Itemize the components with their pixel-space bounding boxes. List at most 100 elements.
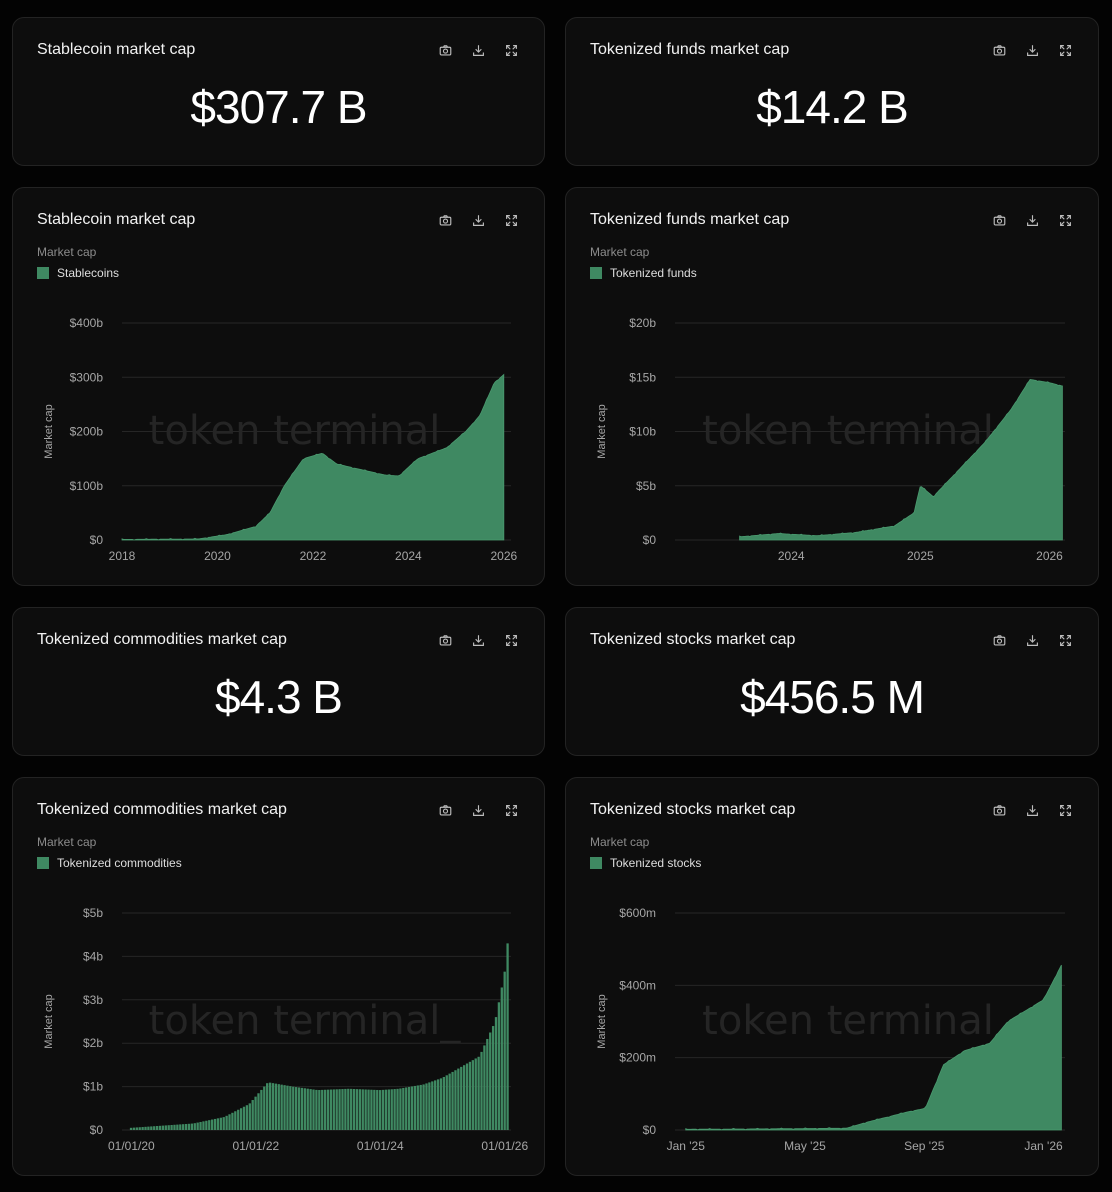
bar[interactable] [384,1089,388,1130]
bar[interactable] [373,1089,376,1130]
bar[interactable] [326,1089,330,1130]
bar[interactable] [347,1088,350,1130]
bar[interactable] [216,1118,220,1130]
bar[interactable] [503,971,506,1130]
bar[interactable] [245,1105,249,1130]
bar[interactable] [254,1096,257,1130]
bar[interactable] [306,1088,309,1130]
bar[interactable] [283,1085,286,1130]
bar[interactable] [161,1125,165,1130]
camera-icon[interactable] [991,632,1008,649]
bar[interactable] [335,1089,338,1130]
bar[interactable] [193,1123,196,1130]
bar[interactable] [370,1089,373,1130]
bar[interactable] [225,1115,228,1130]
bar[interactable] [428,1082,431,1130]
bar[interactable] [219,1117,222,1130]
expand-icon[interactable] [1057,42,1074,59]
bar[interactable] [465,1063,469,1130]
bar[interactable] [190,1123,194,1130]
bar[interactable] [294,1087,298,1130]
download-icon[interactable] [1024,802,1041,819]
bar[interactable] [170,1125,173,1130]
bar[interactable] [477,1056,480,1130]
bar[interactable] [315,1089,318,1130]
legend-item[interactable]: Stablecoins [37,266,119,280]
series-area[interactable] [685,964,1062,1131]
bar[interactable] [153,1126,156,1130]
bar[interactable] [309,1089,312,1130]
bar[interactable] [407,1086,411,1130]
bar[interactable] [222,1117,225,1130]
bar[interactable] [248,1103,251,1130]
bar[interactable] [454,1070,457,1130]
bar[interactable] [376,1089,379,1130]
camera-icon[interactable] [991,212,1008,229]
bar[interactable] [462,1065,466,1130]
bar[interactable] [179,1124,182,1130]
legend-item[interactable]: Tokenized funds [590,266,697,280]
bar[interactable] [263,1086,266,1130]
bar[interactable] [355,1089,359,1130]
expand-icon[interactable] [503,802,520,819]
bar[interactable] [213,1118,217,1130]
expand-icon[interactable] [503,632,520,649]
camera-icon[interactable] [437,42,454,59]
expand-icon[interactable] [503,212,520,229]
bar[interactable] [352,1088,356,1130]
bar[interactable] [489,1032,492,1130]
bar[interactable] [402,1087,405,1130]
bar[interactable] [318,1090,321,1130]
download-icon[interactable] [470,632,487,649]
bar[interactable] [381,1089,385,1130]
download-icon[interactable] [470,42,487,59]
bar[interactable] [132,1127,136,1130]
expand-icon[interactable] [503,42,520,59]
bar[interactable] [231,1112,234,1130]
bar[interactable] [399,1088,402,1130]
bar[interactable] [300,1087,304,1130]
bar[interactable] [260,1089,263,1130]
bar[interactable] [483,1045,486,1130]
bar[interactable] [297,1087,301,1130]
bar[interactable] [277,1084,280,1130]
expand-icon[interactable] [1057,212,1074,229]
bar[interactable] [176,1124,179,1130]
bar[interactable] [141,1127,144,1130]
bar[interactable] [460,1066,463,1130]
bar[interactable] [187,1123,191,1130]
bar[interactable] [364,1089,367,1130]
bar[interactable] [286,1085,289,1130]
camera-icon[interactable] [437,632,454,649]
bar[interactable] [251,1100,254,1130]
bar[interactable] [358,1089,362,1130]
bar[interactable] [202,1121,205,1130]
bar[interactable] [268,1082,272,1130]
bar[interactable] [147,1126,150,1130]
download-icon[interactable] [1024,42,1041,59]
bar[interactable] [393,1089,396,1130]
bar[interactable] [323,1089,327,1130]
bar[interactable] [434,1080,437,1130]
bar[interactable] [457,1068,460,1130]
bar[interactable] [242,1106,246,1130]
bar[interactable] [167,1125,170,1130]
legend-item[interactable]: Tokenized stocks [590,856,701,870]
bar[interactable] [303,1088,306,1130]
bar[interactable] [367,1089,370,1130]
download-icon[interactable] [470,212,487,229]
bar[interactable] [150,1126,153,1130]
bar[interactable] [257,1093,260,1130]
bar[interactable] [506,943,509,1130]
bar[interactable] [448,1073,451,1130]
bar[interactable] [413,1085,417,1130]
bar[interactable] [471,1060,474,1130]
bar[interactable] [271,1083,275,1130]
bar[interactable] [239,1108,243,1130]
bar[interactable] [138,1127,141,1130]
legend-item[interactable]: Tokenized commodities [37,856,182,870]
bar[interactable] [158,1125,162,1130]
bar[interactable] [442,1076,446,1130]
bar[interactable] [332,1089,335,1130]
bar[interactable] [274,1083,278,1130]
